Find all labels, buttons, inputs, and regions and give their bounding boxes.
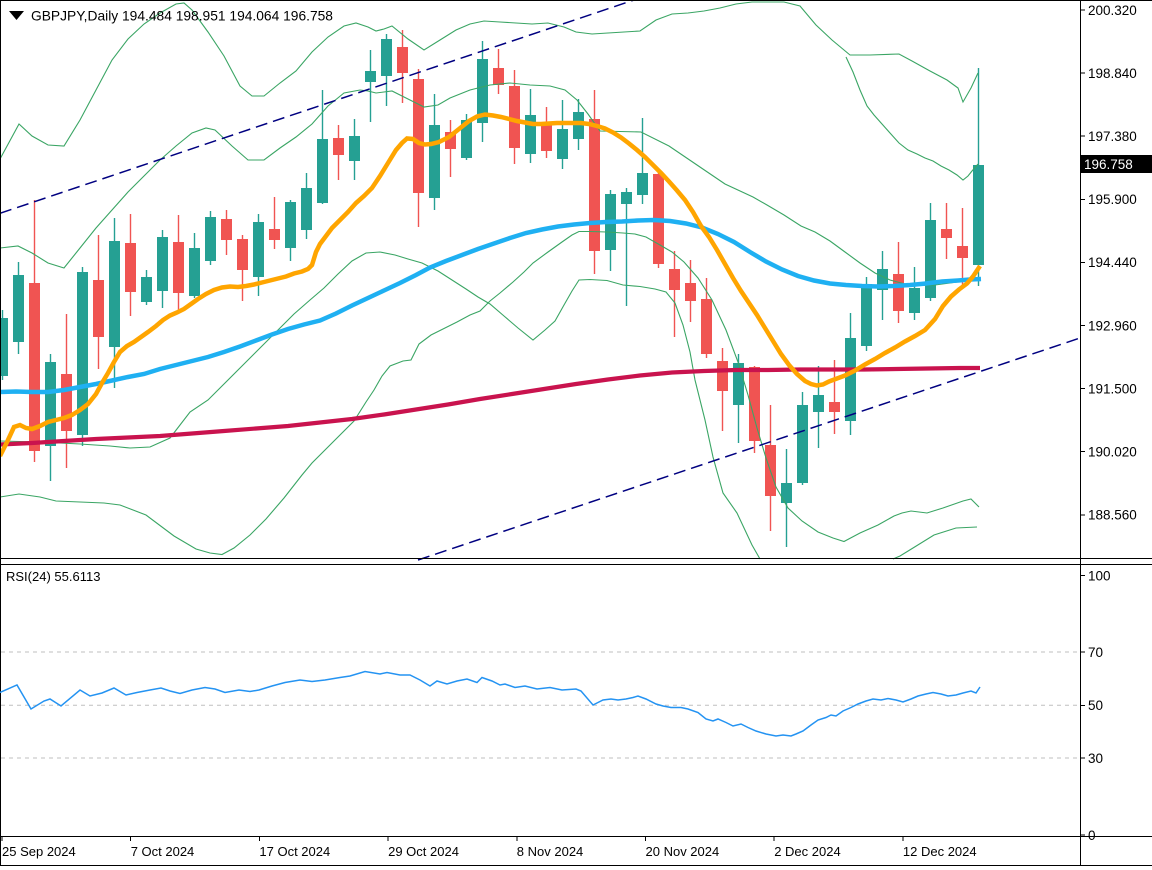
svg-text:50: 50 <box>1088 698 1103 713</box>
svg-text:200.320: 200.320 <box>1088 3 1137 18</box>
svg-text:8 Nov 2024: 8 Nov 2024 <box>517 844 584 859</box>
svg-text:188.560: 188.560 <box>1088 508 1137 523</box>
svg-text:70: 70 <box>1088 645 1103 660</box>
svg-text:196.758: 196.758 <box>1084 157 1133 172</box>
svg-text:17 Oct 2024: 17 Oct 2024 <box>259 844 330 859</box>
svg-text:198.840: 198.840 <box>1088 66 1137 81</box>
svg-text:2 Dec 2024: 2 Dec 2024 <box>774 844 841 859</box>
svg-text:12 Dec 2024: 12 Dec 2024 <box>903 844 977 859</box>
svg-text:191.500: 191.500 <box>1088 381 1137 396</box>
svg-text:20 Nov 2024: 20 Nov 2024 <box>646 844 720 859</box>
svg-text:190.020: 190.020 <box>1088 445 1137 460</box>
svg-text:30: 30 <box>1088 751 1103 766</box>
svg-text:0: 0 <box>1088 828 1096 843</box>
svg-text:195.900: 195.900 <box>1088 192 1137 207</box>
svg-text:100: 100 <box>1088 568 1111 583</box>
svg-text:29 Oct 2024: 29 Oct 2024 <box>388 844 459 859</box>
svg-text:RSI(24) 55.6113: RSI(24) 55.6113 <box>6 569 100 584</box>
svg-text:7 Oct 2024: 7 Oct 2024 <box>131 844 195 859</box>
svg-text:194.440: 194.440 <box>1088 255 1137 270</box>
svg-text:197.380: 197.380 <box>1088 129 1137 144</box>
svg-text:25 Sep 2024: 25 Sep 2024 <box>2 844 76 859</box>
svg-text:192.960: 192.960 <box>1088 318 1137 333</box>
svg-text:GBPJPY,Daily 194.484 198.951: GBPJPY,Daily 194.484 198.951 194.064 196… <box>31 9 333 24</box>
